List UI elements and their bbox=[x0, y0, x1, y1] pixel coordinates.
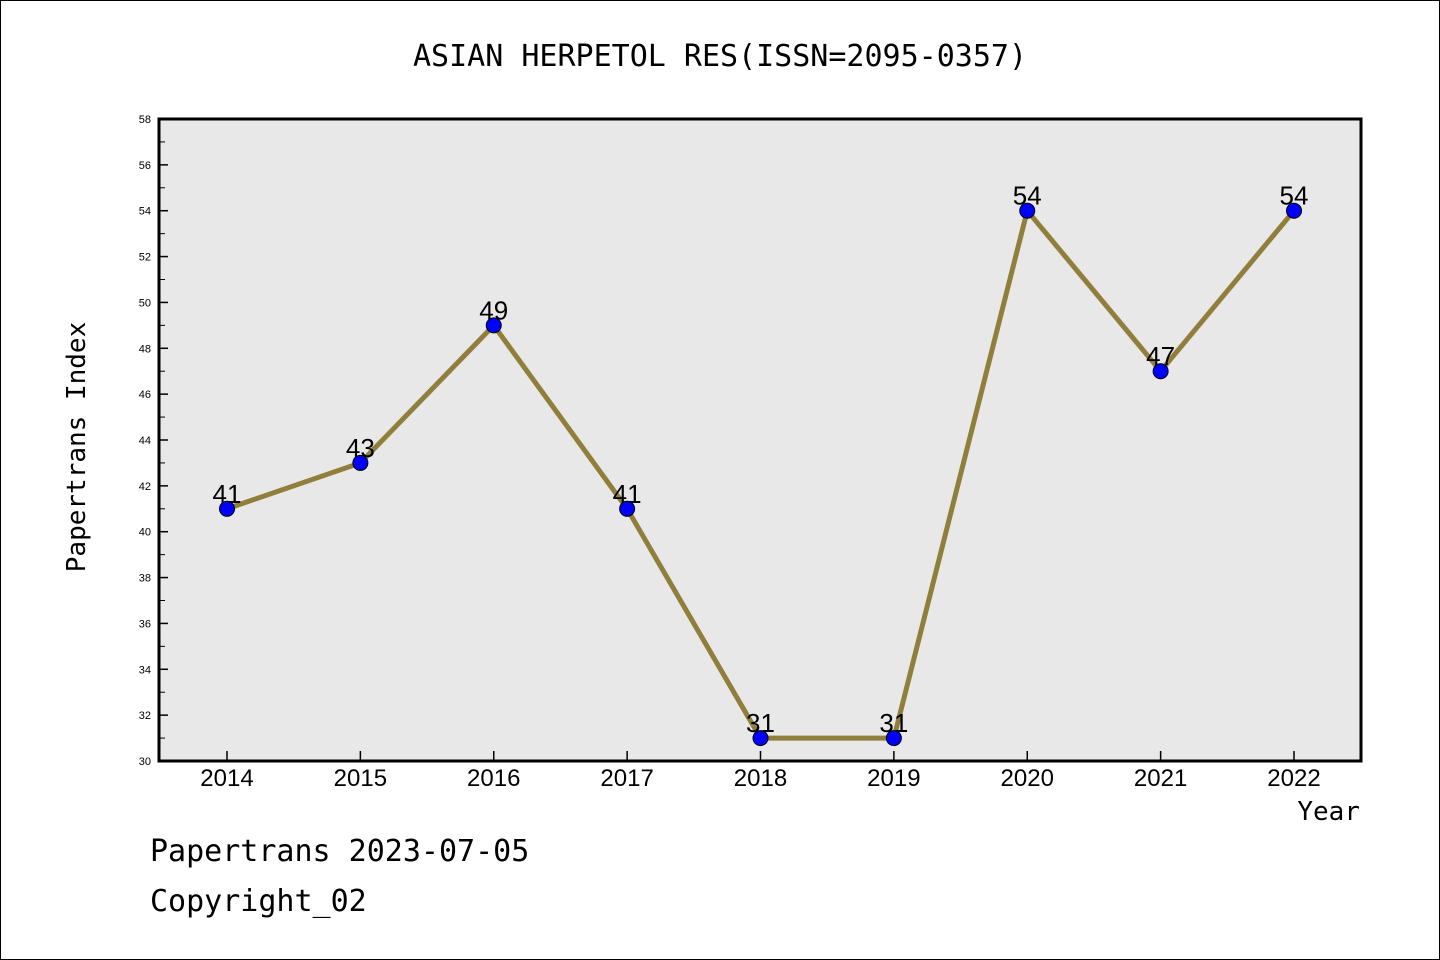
plot-area bbox=[157, 117, 1363, 763]
y-tick-label: 32 bbox=[139, 710, 151, 722]
x-axis-label: Year bbox=[1297, 797, 1360, 827]
data-point bbox=[1286, 202, 1302, 219]
data-point bbox=[752, 730, 769, 747]
y-tick-label: 40 bbox=[139, 527, 151, 539]
x-tick-label: 2019 bbox=[867, 765, 920, 792]
data-label: 54 bbox=[1280, 181, 1309, 211]
y-tick-label: 48 bbox=[139, 343, 151, 355]
data-point bbox=[219, 500, 235, 517]
x-tick-label: 2020 bbox=[1001, 765, 1054, 792]
data-point bbox=[1019, 202, 1036, 219]
data-label: 54 bbox=[1013, 181, 1042, 211]
x-axis: 2014 2015 2016 2017 2018 2019 2020 2021 2022 bbox=[200, 751, 1321, 792]
data-point bbox=[885, 730, 902, 747]
data-label: 43 bbox=[346, 433, 375, 463]
y-axis-label: Papertrans Index bbox=[62, 322, 92, 572]
y-tick-label: 58 bbox=[139, 114, 151, 126]
data-label: 31 bbox=[879, 708, 908, 738]
x-tick-label: 2015 bbox=[334, 765, 387, 792]
data-points bbox=[219, 202, 1302, 747]
y-tick-label: 52 bbox=[139, 252, 151, 264]
y-tick-label: 54 bbox=[139, 206, 151, 218]
data-label: 31 bbox=[746, 708, 775, 738]
y-tick-label: 46 bbox=[139, 389, 151, 401]
footer-date: Papertrans 2023-07-05 bbox=[150, 834, 530, 869]
y-axis: 30 32 34 36 38 40 42 44 46 48 50 52 54 56 58 bbox=[139, 114, 168, 768]
footer-copyright: Copyright_02 bbox=[150, 884, 367, 919]
data-label: 49 bbox=[479, 295, 508, 325]
x-tick-label: 2018 bbox=[734, 765, 787, 792]
data-label: 47 bbox=[1146, 341, 1175, 371]
data-point bbox=[619, 500, 636, 517]
y-tick-label: 50 bbox=[139, 297, 151, 309]
data-label: 41 bbox=[213, 479, 242, 509]
data-point bbox=[352, 454, 369, 471]
chart-title: ASIAN HERPETOL RES(ISSN=2095-0357) bbox=[413, 39, 1027, 74]
x-tick-label: 2022 bbox=[1267, 765, 1320, 792]
y-tick-label: 34 bbox=[139, 664, 151, 676]
y-tick-label: 42 bbox=[139, 481, 151, 493]
data-point bbox=[1152, 363, 1169, 380]
data-labels: 41 43 49 41 31 31 54 47 54 bbox=[213, 181, 1309, 738]
x-tick-label: 2021 bbox=[1134, 765, 1187, 792]
y-tick-label: 36 bbox=[139, 618, 151, 630]
data-point bbox=[485, 317, 502, 334]
data-label: 41 bbox=[613, 479, 642, 509]
y-tick-label: 30 bbox=[139, 756, 151, 768]
y-tick-label: 38 bbox=[139, 573, 151, 585]
x-tick-label: 2014 bbox=[200, 765, 253, 792]
y-tick-label: 44 bbox=[139, 435, 151, 447]
x-tick-label: 2017 bbox=[600, 765, 653, 792]
x-tick-label: 2016 bbox=[467, 765, 520, 792]
y-tick-label: 56 bbox=[139, 160, 151, 172]
